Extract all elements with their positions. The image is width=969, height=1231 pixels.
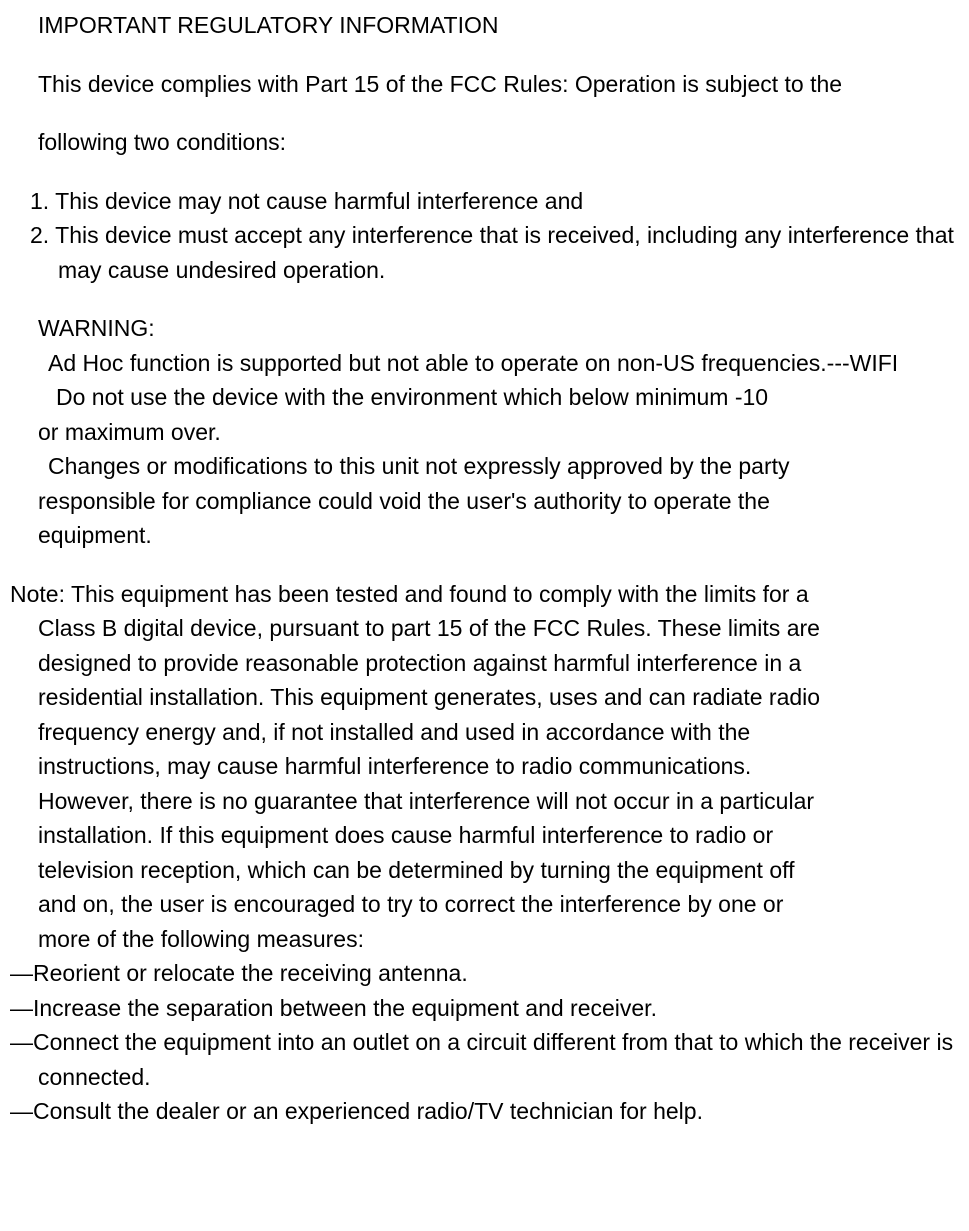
measure-item: —Increase the separation between the equ… — [10, 991, 959, 1026]
document-title: IMPORTANT REGULATORY INFORMATION — [10, 8, 959, 43]
note-body-line: and on, the user is encouraged to try to… — [10, 887, 959, 922]
note-body-line: residential installation. This equipment… — [10, 680, 959, 715]
note-body-line: more of the following measures: — [10, 922, 959, 957]
warning-line: equipment. — [10, 518, 959, 553]
measure-item: —Connect the equipment into an outlet on… — [10, 1025, 959, 1094]
note-body-line: However, there is no guarantee that inte… — [10, 784, 959, 819]
condition-item: 2. This device must accept any interfere… — [10, 218, 959, 287]
note-body-line: installation. If this equipment does cau… — [10, 818, 959, 853]
condition-item: 1. This device may not cause harmful int… — [10, 184, 959, 219]
warning-line: Ad Hoc function is supported but not abl… — [10, 346, 959, 381]
note-first-line: Note: This equipment has been tested and… — [10, 577, 959, 612]
note-body-line: frequency energy and, if not installed a… — [10, 715, 959, 750]
note-body-line: television reception, which can be deter… — [10, 853, 959, 888]
intro-line: This device complies with Part 15 of the… — [10, 67, 959, 102]
measure-item: —Consult the dealer or an experienced ra… — [10, 1094, 959, 1129]
warning-line: or maximum over. — [10, 415, 959, 450]
measure-item: —Reorient or relocate the receiving ante… — [10, 956, 959, 991]
intro-line: following two conditions: — [10, 125, 959, 160]
warning-line: Do not use the device with the environme… — [10, 380, 959, 415]
note-body-line: instructions, may cause harmful interfer… — [10, 749, 959, 784]
note-body-line: designed to provide reasonable protectio… — [10, 646, 959, 681]
warning-line: Changes or modifications to this unit no… — [10, 449, 959, 484]
warning-line: responsible for compliance could void th… — [10, 484, 959, 519]
warning-label: WARNING: — [10, 311, 959, 346]
note-body-line: Class B digital device, pursuant to part… — [10, 611, 959, 646]
